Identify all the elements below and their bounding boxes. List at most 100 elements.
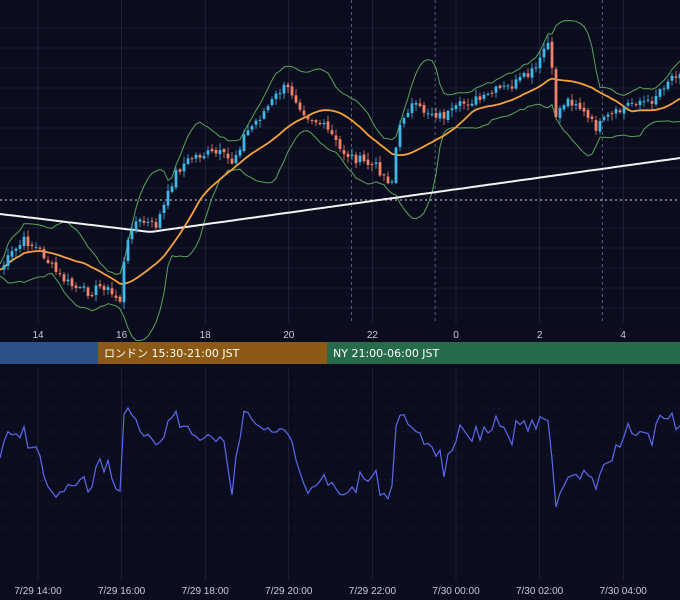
candle-body: [598, 121, 602, 132]
candle-body: [666, 81, 670, 89]
price-x-tick-label: 4: [620, 330, 626, 341]
candle-body: [410, 103, 414, 114]
price-x-tick-label: 0: [453, 330, 459, 341]
oscillator-x-tick-label: 7/29 18:00: [182, 586, 230, 597]
candle-body: [478, 96, 482, 100]
candle-body: [366, 159, 370, 165]
candle-body: [82, 286, 86, 288]
bollinger-lower-line: [0, 103, 680, 342]
oscillator-x-tick-label: 7/30 04:00: [600, 586, 648, 597]
candle-body: [210, 148, 214, 152]
candle-body: [282, 84, 286, 94]
candle-body: [338, 139, 342, 149]
bollinger-upper-line: [0, 20, 680, 275]
candle-body: [94, 285, 98, 296]
price-x-tick-label: 20: [283, 330, 295, 341]
session-block: [98, 342, 327, 364]
candle-body: [354, 154, 358, 164]
candle-body: [570, 99, 574, 106]
candle-body: [54, 262, 58, 273]
session-block: [327, 342, 680, 364]
candle-body: [378, 162, 382, 176]
candle-body: [290, 86, 294, 96]
candle-body: [214, 150, 218, 154]
candle-body: [158, 214, 162, 228]
candle-body: [446, 110, 450, 120]
candle-body: [558, 108, 562, 118]
price-x-tick-label: 18: [200, 330, 212, 341]
candle-body: [318, 122, 322, 125]
candle-body: [74, 285, 78, 289]
candle-body: [470, 103, 474, 106]
candle-body: [58, 273, 62, 275]
candle-body: [234, 155, 238, 164]
candle-body: [22, 236, 26, 246]
candle-body: [106, 287, 110, 290]
candle-body: [262, 111, 266, 119]
price-x-tick-label: 16: [116, 330, 128, 341]
candle-body: [498, 85, 502, 88]
oscillator-x-tick-label: 7/29 22:00: [349, 586, 397, 597]
candle-body: [370, 164, 374, 166]
candle-body: [550, 41, 554, 68]
candle-body: [454, 105, 458, 110]
candle-body: [458, 101, 462, 106]
candle-body: [306, 115, 310, 120]
candle-body: [390, 181, 394, 183]
candle-body: [326, 121, 330, 130]
candle-body: [78, 286, 82, 288]
candle-body: [506, 85, 510, 87]
candle-body: [438, 112, 442, 119]
long-moving-average-line: [0, 157, 680, 233]
candle-body: [122, 261, 126, 303]
candle-body: [482, 94, 486, 99]
candle-body: [522, 72, 526, 77]
candle-body: [278, 93, 282, 95]
candle-body: [66, 279, 70, 282]
candle-body: [346, 153, 350, 157]
candle-body: [610, 113, 614, 115]
oscillator-x-tick-label: 7/30 02:00: [516, 586, 564, 597]
candle-body: [218, 150, 222, 155]
candle-body: [342, 150, 346, 155]
candle-body: [406, 112, 410, 117]
candle-body: [490, 92, 494, 94]
candle-body: [442, 111, 446, 119]
candle-body: [450, 108, 454, 111]
candle-body: [270, 99, 274, 106]
candle-body: [562, 105, 566, 110]
candle-body: [38, 247, 42, 249]
candle-body: [258, 119, 262, 121]
candle-body: [602, 117, 606, 120]
candle-body: [230, 158, 234, 164]
price-x-tick-label: 2: [537, 330, 543, 341]
candle-body: [70, 278, 74, 287]
candle-body: [102, 286, 106, 290]
candle-body: [426, 113, 430, 115]
candle-body: [14, 248, 18, 251]
candle-body: [178, 169, 182, 172]
candle-body: [634, 104, 638, 106]
candle-body: [374, 162, 378, 164]
candle-body: [198, 155, 202, 158]
candle-body: [494, 86, 498, 93]
candle-body: [662, 88, 666, 90]
candle-body: [414, 102, 418, 105]
oscillator-x-tick-label: 7/29 14:00: [14, 586, 62, 597]
candle-body: [142, 220, 146, 223]
candle-body: [386, 176, 390, 184]
candle-body: [586, 110, 590, 118]
candle-body: [310, 120, 314, 122]
candle-body: [546, 42, 550, 50]
candle-body: [98, 284, 102, 287]
candle-body: [46, 259, 50, 264]
candle-body: [510, 86, 514, 89]
candle-body: [646, 99, 650, 101]
candle-body: [538, 57, 542, 69]
candle-body: [534, 67, 538, 69]
candle-body: [42, 248, 46, 259]
price-panel: 14 16 18 20 22 0 2 4: [0, 0, 680, 342]
candle-body: [334, 135, 338, 140]
candle-body: [62, 274, 66, 282]
